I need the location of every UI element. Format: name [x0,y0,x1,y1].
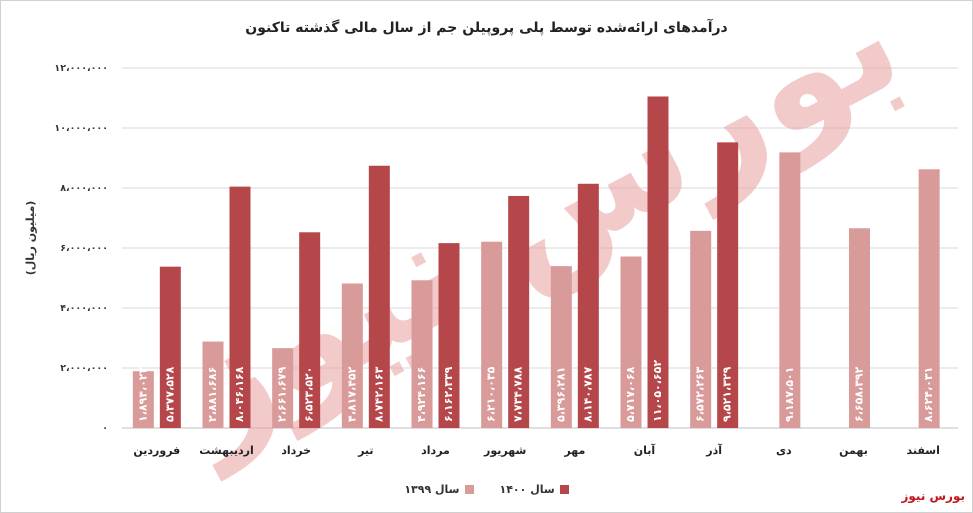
bar-1400 [647,96,669,428]
legend-label-1399: سال ۱۳۹۹ [404,483,460,496]
y-tick-label: ۸،۰۰۰،۰۰۰ [60,183,108,194]
x-tick-label: اسفند [906,444,939,457]
bar-1400 [299,232,321,428]
x-tick-label: تیر [357,444,373,457]
data-label-1400: ۹،۵۲۱،۳۲۹ [721,366,734,422]
chart-title: درآمدهای ارائه‌شده توسط پلی پروپیلن جم ا… [245,20,728,36]
bar-1399 [481,241,503,428]
legend-item-1400: سال ۱۴۰۰ [500,483,569,496]
x-tick-label: مهر [563,444,585,457]
legend-item-1399: سال ۱۳۹۹ [404,483,474,496]
x-tick-label: اردیبهشت [199,444,253,457]
axis-labels: ۰ ۲،۰۰۰،۰۰۰ ۴،۰۰۰،۰۰۰ ۶،۰۰۰،۰۰۰ ۸،۰۰۰،۰۰۰ ۱۰،… [54,63,939,457]
bar-1399 [849,228,870,428]
y-tick-label: ۱۰،۰۰۰،۰۰۰ [54,123,108,134]
data-label-1399: ۲،۶۶۱،۶۷۹ [276,366,289,422]
data-label-1400: ۸،۰۴۶،۱۶۸ [233,366,246,422]
data-label-1400: ۸،۷۴۲،۱۶۳ [372,366,385,422]
data-label-1400: ۶،۵۲۳،۵۲۰ [303,367,316,422]
x-tick-label: دی [776,444,792,457]
bar-1399 [779,152,801,428]
bar-1400 [159,266,181,428]
y-tick-label: ۱۲،۰۰۰،۰۰۰ [54,63,108,74]
data-label-1400: ۸،۱۴۰،۷۸۷ [581,366,594,422]
data-label-1399: ۵،۳۹۶،۲۸۱ [554,367,567,422]
bar-1399 [620,256,642,428]
bar-1400 [508,195,530,428]
gridlines [122,67,958,429]
watermark-text: بورس نیوز [139,0,928,482]
bars [132,96,940,429]
data-labels: ۱،۸۹۴،۰۲۲ ۵،۳۷۷،۵۲۸ ۲،۸۸۱،۶۸۶ ۸،۰۴۶،۱۶۸ ۲،۶۶… [136,360,935,422]
bar-1399 [132,371,154,428]
bar-1400 [717,142,739,429]
x-tick-label: آبان [634,443,656,457]
bar-1399 [918,169,940,429]
y-tick-label: ۲،۰۰۰،۰۰۰ [60,363,108,374]
data-label-1399: ۶،۲۱۰،۰۳۵ [485,366,498,422]
y-axis-title: (میلیون ریال) [24,200,37,276]
data-label-1399: ۶،۵۷۲،۲۶۳ [694,366,707,422]
data-label-1399: ۵،۷۱۷،۰۶۸ [624,366,637,422]
data-label-1399: ۴،۹۲۴،۱۶۶ [415,367,428,422]
data-label-1399: ۱،۸۹۴،۰۲۲ [136,366,149,422]
bar-1399 [690,230,712,428]
x-tick-label: فروردین [133,444,180,457]
y-tick-label: ۶،۰۰۰،۰۰۰ [60,243,108,254]
bar-1399 [341,283,363,428]
y-tick-label: ۰ [102,423,108,434]
legend: سال ۱۴۰۰ سال ۱۳۹۹ [0,483,973,496]
watermark-logo: بورس نیوز [139,0,928,482]
data-label-1399: ۹،۱۸۷،۵۰۱ [783,367,796,422]
data-label-1399: ۴،۸۱۷،۴۵۲ [345,366,358,422]
x-tick-label: آذر [705,443,722,457]
legend-label-1400: سال ۱۴۰۰ [499,483,555,496]
data-label-1400: ۵،۳۷۷،۵۲۸ [163,366,176,422]
x-tick-label: مرداد [421,444,450,457]
legend-swatch-1400 [559,485,569,494]
bar-1399 [550,266,572,428]
bar-1400 [577,183,599,428]
legend-swatch-1399 [464,485,474,494]
data-label-1400: ۱۱،۰۵۰،۶۵۲ [651,360,664,422]
bar-1400 [229,186,251,428]
y-tick-label: ۴،۰۰۰،۰۰۰ [60,303,108,314]
data-label-1399: ۶،۶۵۸،۳۹۲ [853,366,866,422]
bar-1399 [411,280,433,428]
bar-1400 [438,243,460,428]
data-label-1399: ۸،۶۲۴،۰۳۱ [922,367,935,422]
bar-1400 [368,165,390,428]
source-label: بورس نیوز [901,489,965,503]
data-label-1400: ۷،۷۳۴،۷۸۸ [512,366,525,422]
bar-1399 [272,348,294,428]
bar-1399 [202,341,224,428]
data-label-1399: ۲،۸۸۱،۶۸۶ [206,367,219,422]
x-tick-label: بهمن [839,444,868,457]
data-label-1400: ۶،۱۶۲،۳۳۹ [442,366,455,422]
x-tick-label: شهریور [483,444,526,457]
x-tick-label: خرداد [281,444,311,457]
